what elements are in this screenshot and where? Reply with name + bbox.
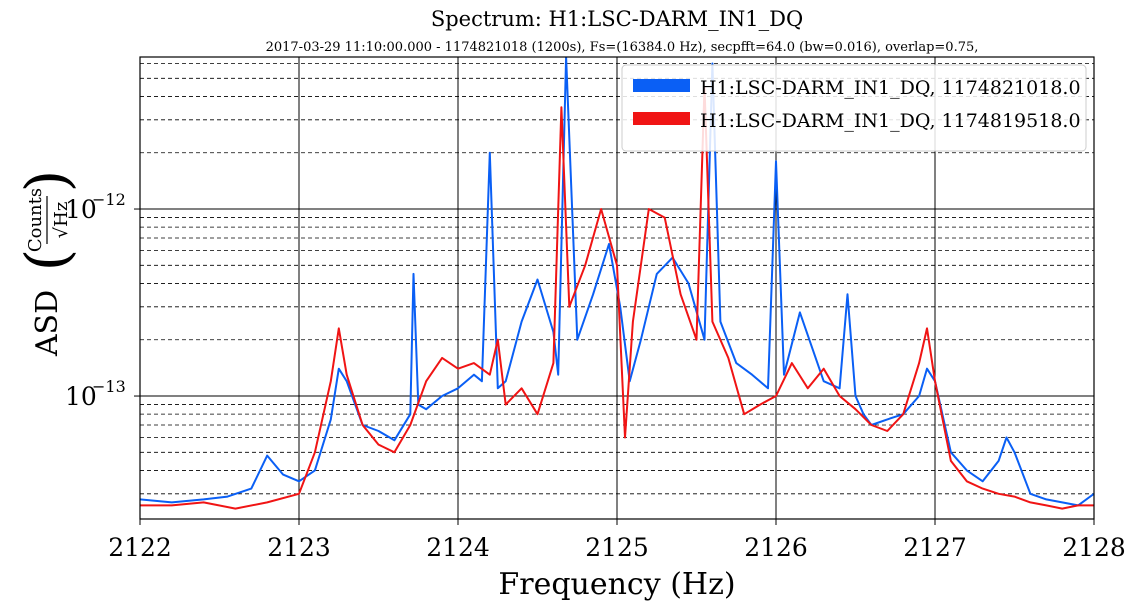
x-tick-label: 2124: [426, 533, 490, 562]
x-tick-label: 2126: [744, 533, 808, 562]
y-axis-label-numerator: Counts: [25, 188, 46, 252]
x-tick-label: 2127: [903, 533, 967, 562]
x-tick-label: 2125: [585, 533, 649, 562]
series-line-1: [140, 85, 1094, 510]
y-axis-label-close-paren: ): [13, 170, 81, 193]
y-tick-exponent: −12: [92, 190, 126, 209]
x-tick-label: 2123: [267, 533, 331, 562]
x-axis-ticks: 2122 2123 2124 2125 2126 2127 2128: [108, 519, 1126, 562]
y-tick-exponent: −13: [92, 377, 126, 396]
legend-swatch-red: [633, 112, 690, 125]
chart-subtitle: 2017-03-29 11:10:00.000 - 1174821018 (12…: [266, 40, 979, 55]
x-tick-label: 2122: [108, 533, 172, 562]
y-axis-label-open-paren: (: [13, 249, 81, 272]
y-axis-label-prefix: ASD: [30, 290, 65, 357]
chart-title: Spectrum: H1:LSC-DARM_IN1_DQ: [431, 7, 803, 31]
y-axis-label-denominator: √Hz: [51, 202, 72, 239]
y-axis-label: ASD ( Counts √Hz ): [13, 170, 81, 357]
legend-box: [621, 64, 1087, 152]
legend: H1:LSC-DARM_IN1_DQ, 1174821018.0 H1:LSC-…: [621, 64, 1087, 152]
legend-swatch-blue: [633, 79, 690, 92]
x-tick-label: 2128: [1062, 533, 1126, 562]
y-tick-label: 10: [65, 195, 97, 224]
x-axis-label: Frequency (Hz): [498, 567, 735, 602]
y-tick-label: 10: [65, 382, 97, 411]
legend-label-red: H1:LSC-DARM_IN1_DQ, 1174819518.0: [700, 110, 1081, 132]
legend-label-blue: H1:LSC-DARM_IN1_DQ, 1174821018.0: [700, 77, 1081, 99]
series-layer: [140, 57, 1094, 510]
